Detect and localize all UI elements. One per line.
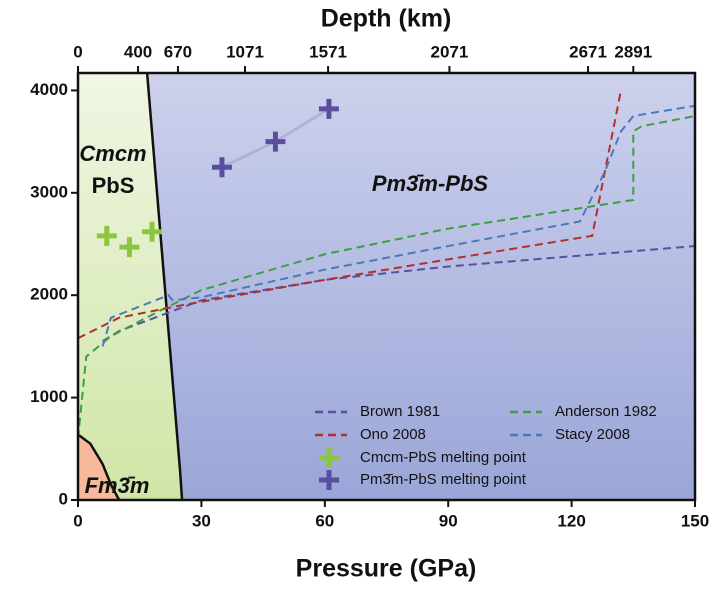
region-fm3m xyxy=(78,434,120,500)
x2-tick-label: 1571 xyxy=(309,42,347,61)
marker xyxy=(96,225,117,246)
x-tick-label: 150 xyxy=(681,511,709,530)
x2-axis-label: Depth (km) xyxy=(321,5,452,33)
legend-swatch xyxy=(319,448,339,468)
x2-tick-label: 670 xyxy=(164,42,192,61)
y-tick-label: 2000 xyxy=(30,285,68,304)
series-line xyxy=(101,104,696,347)
x-axis-label: Pressure (GPa) xyxy=(296,555,477,583)
legend-label: Anderson 1982 xyxy=(555,403,657,420)
y-tick-label: 4000 xyxy=(30,80,68,99)
x-tick-label: 90 xyxy=(439,511,458,530)
marker xyxy=(265,131,286,152)
annotation: PbS xyxy=(92,173,135,198)
marker xyxy=(211,157,232,178)
x2-tick-label: 2671 xyxy=(569,42,607,61)
x2-tick-label: 2071 xyxy=(431,42,469,61)
marker xyxy=(142,221,163,242)
legend-swatch xyxy=(319,470,339,490)
x-tick-label: 30 xyxy=(192,511,211,530)
annotation: Cmcm xyxy=(79,141,146,166)
legend-label: Brown 1981 xyxy=(360,403,440,420)
x-tick-label: 60 xyxy=(315,511,334,530)
legend-label: Ono 2008 xyxy=(360,426,426,443)
region-pm3m xyxy=(147,73,695,500)
marker xyxy=(318,98,339,119)
annotation: Fm3̄m xyxy=(85,473,150,498)
phase-boundary xyxy=(77,433,121,501)
marker xyxy=(119,237,140,258)
x-tick-label: 120 xyxy=(557,511,585,530)
x2-tick-label: 400 xyxy=(124,42,152,61)
y-tick-label: 1000 xyxy=(30,387,68,406)
legend-label: Pm3̄m-PbS melting point xyxy=(360,471,527,488)
legend-label: Cmcm-PbS melting point xyxy=(360,449,527,466)
x-tick-label: 0 xyxy=(73,511,82,530)
region-cmcm xyxy=(78,73,183,500)
x2-tick-label: 2891 xyxy=(614,42,652,61)
plot-frame xyxy=(76,71,697,502)
annotation: Pm3̄m-PbS xyxy=(372,171,488,196)
phase-boundary xyxy=(145,72,184,501)
series-line xyxy=(77,115,696,439)
y-tick-label: 0 xyxy=(59,489,68,508)
x2-tick-label: 0 xyxy=(73,42,82,61)
y-tick-label: 3000 xyxy=(30,182,68,201)
x2-tick-label: 1071 xyxy=(226,42,264,61)
series-line xyxy=(77,90,622,340)
legend-label: Stacy 2008 xyxy=(555,426,630,443)
